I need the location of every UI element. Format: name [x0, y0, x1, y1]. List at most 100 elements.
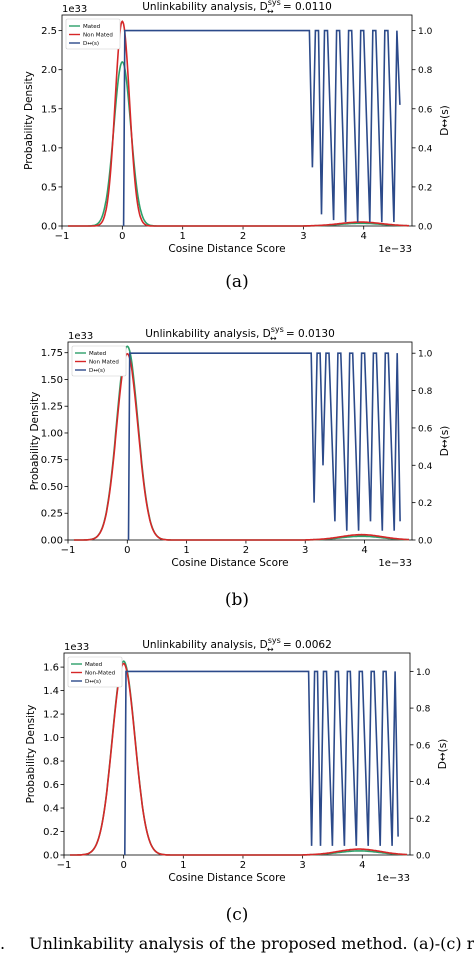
- y-right-tick-label: 0.8: [416, 705, 431, 715]
- chart-b: Unlinkability analysis, Dsys ↔ = 0.0130 −1…: [29, 325, 451, 569]
- y-tick-label: 1.50: [41, 375, 63, 386]
- x-tick-label: 2: [240, 860, 246, 871]
- chart-panel-c: Unlinkability analysis, Dsys ↔ = 0.0062 −1…: [0, 625, 474, 887]
- y-tick-label: 0.0: [43, 851, 59, 862]
- chart-title: Unlinkability analysis, Dsys ↔ = 0.0130: [145, 325, 335, 343]
- figure-caption-text: Unlinkability analysis of the proposed m…: [29, 934, 474, 953]
- chart-title-sub: ↔: [267, 645, 274, 654]
- legend-label: Mated: [85, 662, 102, 668]
- y-axis-label: Probability Density: [23, 71, 35, 170]
- y-right-tick-label: 0.0: [418, 223, 433, 233]
- y-tick-label: 1.0: [43, 733, 59, 744]
- x-tick-label: 4: [359, 860, 365, 871]
- y-tick-label: 1.25: [41, 402, 63, 413]
- y-offset-label: 1e33: [62, 4, 87, 15]
- x-tick-label: 2: [243, 545, 249, 556]
- d-curve: [124, 670, 399, 856]
- chart-panel-a: Unlinkability analysis, Dsys ↔ = 0.0110 −1…: [0, 0, 474, 262]
- figure-caption-prefix: .: [0, 934, 6, 953]
- y-tick-label: 1.4: [43, 686, 59, 697]
- legend-label: D↔(s): [83, 41, 99, 47]
- x-offset-label: 1e−33: [376, 873, 410, 884]
- legend-label: Mated: [83, 24, 100, 30]
- chart-title: Unlinkability analysis, Dsys ↔ = 0.0110: [142, 0, 332, 16]
- x-tick-label: 3: [302, 545, 308, 556]
- x-offset-label: 1e−33: [378, 244, 412, 255]
- x-axis-label: Cosine Distance Score: [168, 243, 285, 255]
- d-curve: [127, 352, 401, 541]
- y-tick-label: 1.2: [43, 710, 59, 721]
- y-tick-label: 1.0: [41, 143, 57, 154]
- legend-label: D↔(s): [89, 368, 105, 374]
- y-tick-label: 1.5: [41, 104, 57, 115]
- x-tick-label: 2: [240, 231, 246, 242]
- x-tick-label: 3: [299, 860, 305, 871]
- legend-label: Non Mated: [89, 360, 119, 366]
- y-tick-label: 1.75: [41, 348, 63, 359]
- y-right-tick-label: 0.6: [418, 105, 433, 115]
- y-tick-label: 0.2: [43, 827, 59, 838]
- y-tick-label: 0.25: [41, 509, 63, 520]
- chart-title-value: = 0.0110: [280, 1, 332, 13]
- y-right-axis-label: D↔(s): [439, 426, 451, 457]
- x-tick-label: 0: [119, 231, 125, 242]
- x-axis-label: Cosine Distance Score: [171, 557, 288, 569]
- y-right-tick-label: 0.0: [416, 852, 431, 862]
- y-tick-label: 0.6: [43, 780, 59, 791]
- panel-label-a: (a): [225, 272, 249, 292]
- chart-a: Unlinkability analysis, Dsys ↔ = 0.0110 −1…: [23, 0, 451, 255]
- y-right-tick-label: 0.0: [418, 537, 433, 547]
- chart-title-prefix: Unlinkability analysis, D: [145, 328, 271, 340]
- chart-title-sub: ↔: [270, 334, 277, 343]
- y-axis-label: Probability Density: [25, 705, 37, 804]
- chart-title-value: = 0.0062: [280, 639, 332, 651]
- y-right-tick-label: 0.6: [416, 741, 431, 751]
- legend-label: Non Mated: [83, 33, 113, 39]
- legend-label: Mated: [89, 351, 106, 357]
- y-tick-label: 0.4: [43, 804, 59, 815]
- x-tick-label: 4: [361, 545, 367, 556]
- chart-title-sup: sys: [268, 636, 281, 645]
- nonmated-curve: [70, 662, 408, 856]
- chart-title: Unlinkability analysis, Dsys ↔ = 0.0062: [142, 636, 332, 654]
- x-offset-label: 1e−33: [378, 558, 412, 569]
- y-offset-label: 1e33: [64, 642, 89, 653]
- x-tick-label: 0: [120, 860, 126, 871]
- chart-title-value: = 0.0130: [283, 328, 335, 340]
- d-curve: [122, 29, 401, 227]
- x-tick-label: 1: [180, 231, 186, 242]
- y-tick-label: 1.6: [43, 663, 59, 674]
- legend: Mated Non-Mated D↔(s): [67, 656, 123, 688]
- y-right-tick-label: 0.6: [418, 424, 433, 434]
- y-right-tick-label: 0.4: [418, 144, 433, 154]
- y-right-tick-label: 0.2: [416, 815, 430, 825]
- y-right-tick-label: 0.2: [418, 499, 432, 509]
- y-right-axis-label: D↔(s): [439, 105, 451, 136]
- panel-label-b: (b): [224, 590, 250, 610]
- y-tick-label: 0.50: [41, 482, 63, 493]
- x-tick-label: −1: [55, 231, 70, 242]
- y-axis-label: Probability Density: [29, 392, 41, 491]
- y-right-tick-label: 0.8: [418, 66, 433, 76]
- x-tick-label: 1: [183, 545, 189, 556]
- x-tick-label: 1: [180, 860, 186, 871]
- chart-title-sub: ↔: [267, 7, 274, 16]
- legend-label: Non-Mated: [85, 671, 115, 677]
- y-tick-label: 0.75: [41, 455, 63, 466]
- y-right-tick-label: 0.4: [418, 462, 433, 472]
- y-right-tick-label: 1.0: [418, 27, 433, 37]
- y-tick-label: 0.00: [41, 536, 63, 547]
- y-right-tick-label: 0.8: [418, 387, 433, 397]
- chart-title-prefix: Unlinkability analysis, D: [142, 639, 268, 651]
- y-right-tick-label: 1.0: [416, 668, 431, 678]
- chart-title-sup: sys: [268, 0, 281, 7]
- x-tick-label: −1: [61, 545, 76, 556]
- y-right-tick-label: 1.0: [418, 350, 433, 360]
- legend-label: D↔(s): [85, 679, 101, 685]
- x-tick-label: 3: [300, 231, 306, 242]
- legend: Mated Non Mated D↔(s): [71, 345, 127, 377]
- y-right-axis-label: D↔(s): [437, 739, 449, 770]
- y-tick-label: 1.00: [41, 428, 63, 439]
- y-right-tick-label: 0.4: [416, 778, 431, 788]
- y-offset-label: 1e33: [68, 331, 93, 342]
